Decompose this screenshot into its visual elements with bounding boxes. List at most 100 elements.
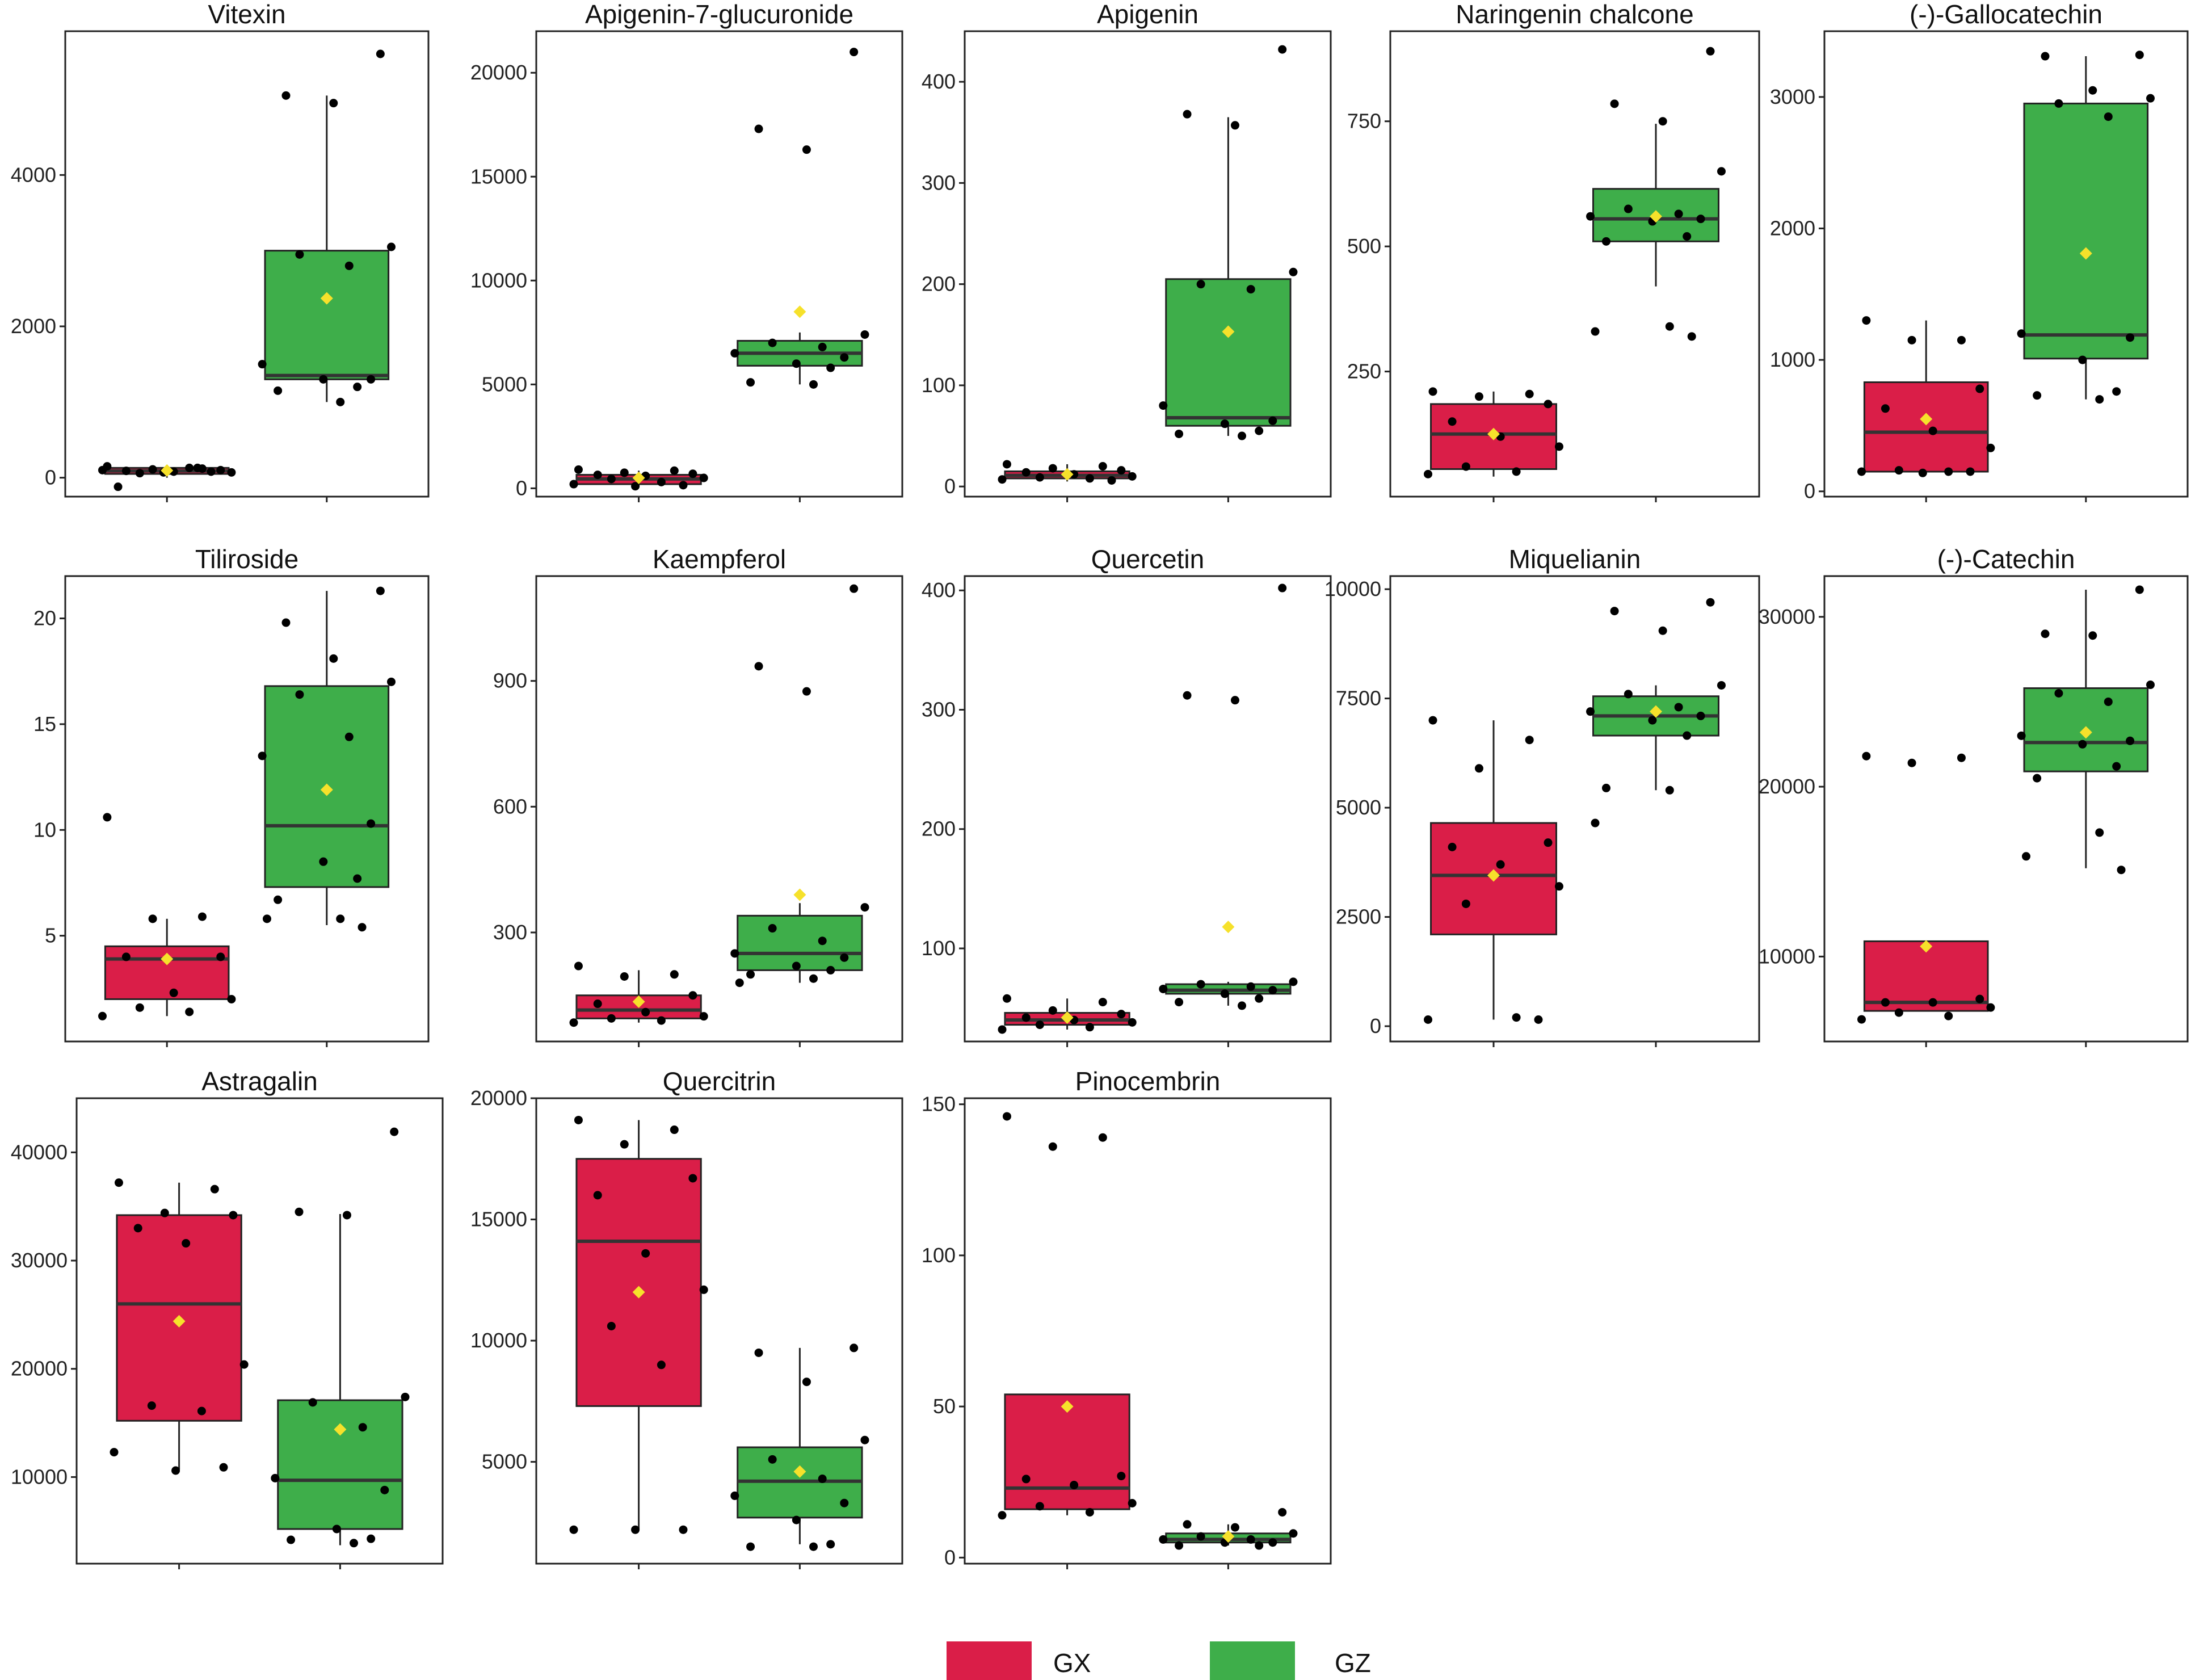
data-point [1159,984,1168,993]
data-point [281,91,291,100]
data-point [1610,607,1619,616]
y-tick-label: 20000 [470,1086,527,1110]
data-point [850,584,859,593]
data-point [809,380,818,389]
data-point [1220,989,1229,998]
group-gx [998,460,1137,485]
data-point [607,474,616,484]
data-point [1975,994,1984,1003]
box-gz [277,1399,403,1530]
y-tick-label: 10000 [1759,944,1815,968]
data-point [197,1406,206,1416]
data-point [1907,758,1916,767]
data-point [1658,117,1667,126]
data-point [390,1127,399,1136]
data-point [1610,99,1619,108]
data-point [1512,467,1521,476]
data-point [670,970,679,979]
panel-quercitrin: Quercitrin 5000 10000 15000 20000 [470,1066,903,1569]
data-point [1544,838,1553,847]
data-point [679,481,688,490]
mean-marker [1650,705,1662,718]
data-point [1696,711,1705,720]
data-point [2088,86,2097,95]
data-point [135,469,144,478]
group-gx [569,465,708,491]
data-point [1098,1133,1107,1142]
data-point [1428,716,1437,725]
data-point [850,48,859,57]
group-gz [2017,585,2155,875]
data-point [1461,899,1470,908]
y-tick-label: 50 [933,1395,956,1418]
data-point [258,751,267,761]
mean-marker [320,783,333,796]
data-point [1907,335,1916,345]
data-point [1289,267,1298,276]
data-point [792,1515,801,1524]
group-gx [569,1115,708,1534]
data-point [358,1423,367,1432]
data-point [1021,468,1031,477]
data-point [792,961,801,971]
data-point [2017,329,2026,338]
data-point [1601,237,1610,246]
plot-frame [535,30,903,498]
group-gx [1424,387,1563,478]
mean-marker [1920,940,1933,953]
data-point [1230,1523,1239,1532]
data-point [1424,469,1433,478]
panel-title: (-)-Gallocatechin [1910,0,2102,29]
data-point [295,690,304,699]
data-point [641,1249,650,1258]
data-point [730,348,739,358]
y-tick-label: 500 [1347,234,1381,258]
data-point [2033,774,2042,783]
data-point [169,988,178,997]
mean-marker [632,472,645,485]
group-gz [258,586,396,932]
group-gz [730,584,869,988]
data-point [148,914,157,923]
data-point [730,1491,739,1500]
data-point [1230,696,1239,705]
group-gx [998,994,1137,1034]
data-point [641,1007,650,1017]
data-point [210,1185,219,1194]
panel-title: (-)-Catechin [1937,544,2075,574]
y-tick-label: 10000 [11,1465,68,1488]
mean-marker [1487,869,1500,882]
data-point [171,1466,180,1475]
data-point [818,1475,827,1484]
data-point [631,1525,640,1534]
data-point [607,1014,616,1023]
y-tick-label: 4000 [11,163,56,186]
data-point [1246,285,1255,294]
data-point [1035,1020,1044,1030]
data-point [2078,355,2087,364]
data-point [754,124,763,133]
data-point [1658,626,1667,635]
data-point [1706,47,1715,56]
data-point [1278,45,1287,54]
data-point [1128,1499,1137,1508]
data-point [1957,753,1966,762]
data-point [826,1540,835,1549]
data-point [1268,1538,1277,1547]
data-point [809,1542,818,1551]
legend-swatch-gx [947,1641,1032,1680]
group-gx [98,813,236,1020]
y-tick-label: 200 [922,272,956,296]
panel-title: Quercitrin [663,1066,776,1096]
mean-marker [632,995,645,1008]
group-gx [1424,716,1563,1024]
data-point [1717,681,1726,690]
y-tick-label: 10000 [470,268,527,292]
data-point [657,1016,666,1025]
data-point [1966,467,1975,476]
data-point [358,923,367,932]
data-point [2021,852,2030,861]
data-point [679,1525,688,1534]
data-point [2088,631,2097,640]
data-point [2135,51,2144,60]
